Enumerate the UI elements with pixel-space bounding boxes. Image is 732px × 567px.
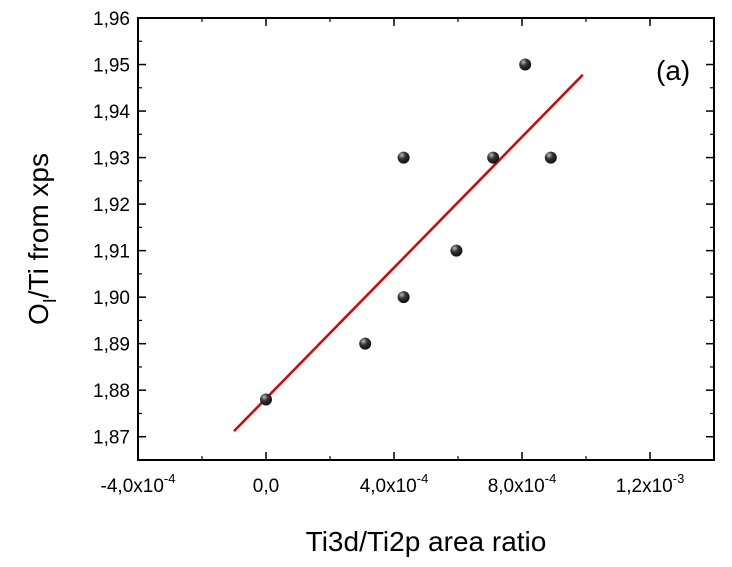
y-tick-label: 1,90	[93, 288, 130, 309]
data-point	[487, 151, 500, 164]
y-tick-label: 1,89	[93, 335, 130, 356]
y-axis-ticks: 1,87 1,88 1,89 1,90 1,91 1,92 1,93 1,94 1,95 1,96	[93, 9, 714, 449]
x-tick-label: 4,0x10-4	[360, 471, 429, 497]
y-tick-label: 1,88	[93, 381, 130, 402]
data-point	[397, 291, 410, 304]
x-tick-label: 8,0x10-4	[488, 471, 557, 497]
panel-label: (a)	[656, 55, 690, 86]
y-tick-label: 1,92	[93, 195, 130, 216]
y-tick-label: 1,87	[93, 428, 130, 449]
y-tick-label: 1,95	[93, 56, 130, 77]
data-point	[519, 58, 532, 71]
linear-fit-line	[233, 73, 584, 433]
y-axis-title-rest: /Ti from xps	[23, 153, 54, 298]
data-point	[260, 393, 272, 406]
y-tick-label: 1,94	[93, 102, 130, 123]
plot-area-frame	[137, 17, 715, 461]
data-point	[359, 337, 372, 350]
y-tick-label: 1,96	[93, 9, 130, 30]
y-axis-title-subscript: I	[40, 298, 60, 303]
x-axis-title: Ti3d/Ti2p area ratio	[306, 526, 547, 557]
y-axis-title-main: O	[23, 303, 54, 325]
y-tick-label: 1,91	[93, 242, 130, 263]
x-tick-label: 1,2x10-3	[616, 471, 685, 497]
x-tick-label: -4,0x10-4	[101, 471, 176, 497]
x-tick-label: 0,0	[253, 476, 279, 497]
y-axis-title: OI/Ti from xps	[23, 153, 60, 325]
data-points-layer	[260, 58, 557, 406]
y-tick-label: 1,93	[93, 149, 130, 170]
fit-line-layer	[233, 73, 584, 433]
data-point	[397, 151, 410, 164]
x-axis-ticks: -4,0x10-4 0,0 4,0x10-4 8,0x10-4 1,2x10-3	[101, 18, 685, 497]
data-point	[450, 244, 463, 257]
data-point	[544, 151, 557, 164]
